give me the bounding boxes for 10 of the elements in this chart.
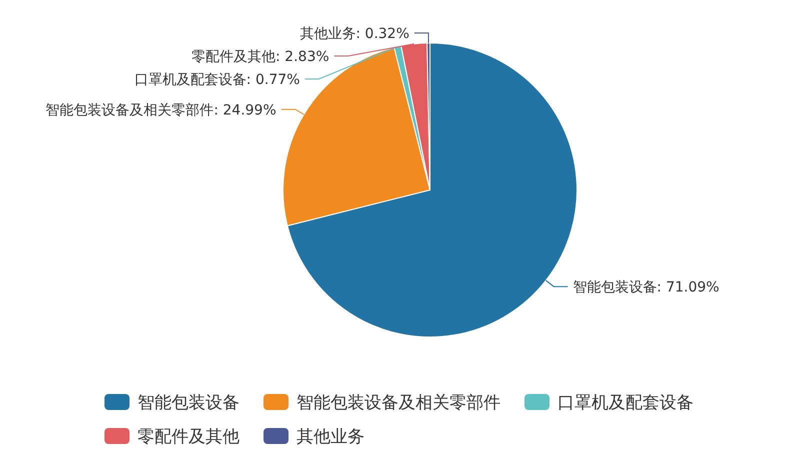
legend-label: 其他业务	[296, 426, 364, 447]
data-label: 零配件及其他: 2.83%	[192, 48, 330, 65]
data-label: 智能包装设备: 71.09%	[572, 279, 720, 296]
legend-label: 零配件及其他	[138, 426, 240, 447]
legend-label: 智能包装设备	[138, 392, 240, 413]
data-label: 智能包装设备及相关零部件: 24.99%	[46, 102, 276, 118]
legend-label: 智能包装设备及相关零部件	[296, 392, 500, 413]
data-label: 其他业务: 0.32%	[300, 26, 410, 42]
legend-label: 口罩机及配套设备	[558, 392, 694, 413]
data-label: 口罩机及配套设备: 0.77%	[134, 72, 300, 88]
